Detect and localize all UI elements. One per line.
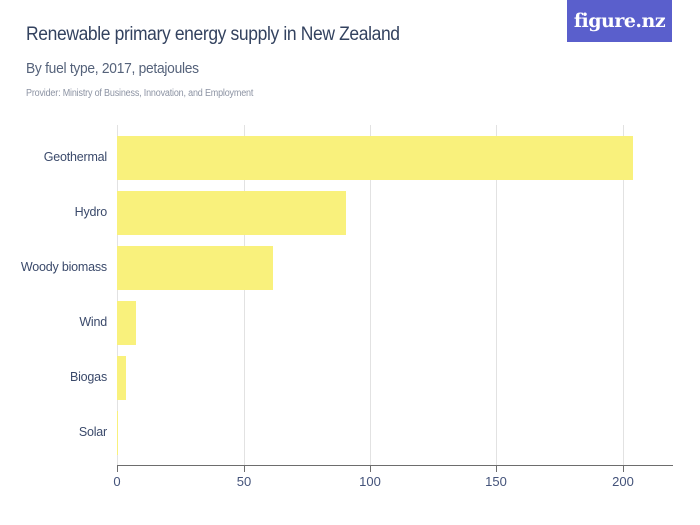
figure-nz-logo[interactable]: figure.nz (567, 0, 672, 42)
chart-subtitle: By fuel type, 2017, petajoules (26, 60, 199, 77)
x-tick-label: 50 (236, 474, 252, 489)
x-tick-label: 150 (485, 474, 507, 489)
gridline-150 (496, 125, 497, 466)
bar-wind[interactable] (117, 301, 136, 345)
gridline-200 (623, 125, 624, 466)
x-tick (623, 466, 624, 472)
category-label: Geothermal (43, 150, 108, 164)
category-label: Wind (79, 315, 107, 329)
x-axis-line (117, 465, 673, 466)
x-tick (244, 466, 245, 472)
chart-title: Renewable primary energy supply in New Z… (26, 24, 400, 45)
x-tick-label: 100 (359, 474, 381, 489)
data-provider: Provider: Ministry of Business, Innovati… (26, 88, 254, 99)
bar-solar[interactable] (117, 411, 118, 455)
x-tick-label: 200 (612, 474, 634, 489)
x-tick (370, 466, 371, 472)
gridline-50 (244, 125, 245, 466)
category-label: Solar (78, 425, 107, 439)
gridline-100 (370, 125, 371, 466)
category-label: Biogas (69, 370, 107, 384)
bar-woody-biomass[interactable] (117, 246, 273, 290)
category-label: Woody biomass (20, 260, 107, 274)
bar-geothermal[interactable] (117, 136, 633, 180)
x-tick-label: 0 (113, 474, 121, 489)
x-tick (117, 466, 118, 472)
gridline-0 (117, 125, 118, 466)
logo-text: figure.nz (573, 10, 666, 32)
x-tick (496, 466, 497, 472)
bar-biogas[interactable] (117, 356, 126, 400)
category-label: Hydro (74, 205, 108, 219)
bar-hydro[interactable] (117, 191, 346, 235)
